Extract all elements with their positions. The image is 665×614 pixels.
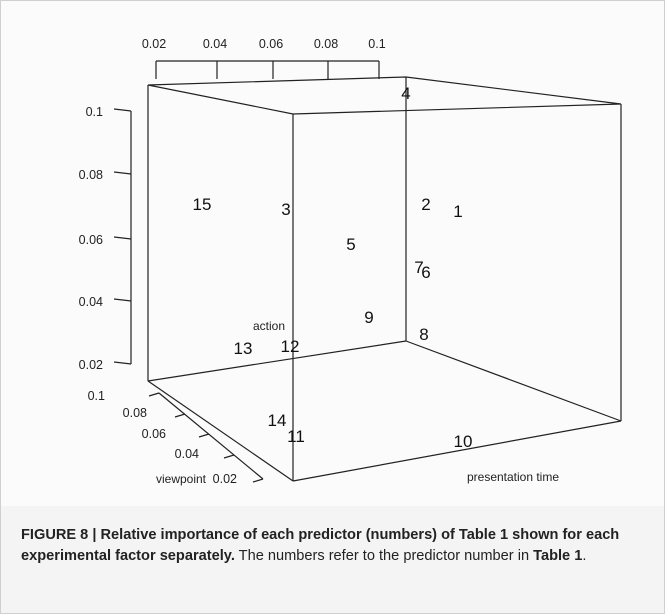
plot-background [1,1,664,506]
point-label: 6 [421,263,430,282]
plot: action viewpoint presentation time 0.02 0… [1,1,664,506]
tick-label: 0.06 [142,427,166,441]
tick-mark [113,361,132,365]
tick-label: 0.1 [86,105,103,119]
point-label: 10 [454,432,473,451]
tick-label: 0.08 [123,406,147,420]
point-label: 2 [421,195,430,214]
point-label: 8 [419,325,428,344]
tick-label: 0.1 [368,37,385,51]
point-label: 14 [268,411,287,430]
point-label: 13 [234,339,253,358]
caption-end: . [582,548,587,564]
caption-label: FIGURE 8 | Relative importance of each p… [21,527,620,564]
tick-mark [113,171,132,175]
point-label: 7 [414,258,423,277]
tick-mark [113,108,132,112]
tick-label: 0.08 [79,168,103,182]
tick-label: 0.06 [79,233,103,247]
tick-mark [223,454,235,459]
tick-label: 0.02 [213,472,237,486]
tick-mark [113,298,132,302]
point-label: 1 [453,202,462,221]
cube-edge [405,340,622,422]
tick-label: 0.02 [142,37,166,51]
point-label: 15 [193,195,212,214]
tick-mark [198,433,210,438]
tick-label: 0.04 [203,37,227,51]
tick-label: 0.02 [79,358,103,372]
cube-edge [147,340,407,382]
point-label: 12 [281,337,300,356]
caption: FIGURE 8 | Relative importance of each p… [21,525,646,567]
tick-mark [252,478,264,483]
tick-label: 0.1 [88,389,105,403]
point-label: 5 [346,235,355,254]
axis-label: viewpoint [156,472,207,486]
tick-label: 0.04 [175,447,199,461]
tick-mark [174,413,186,418]
caption-ref: Table 1 [533,548,583,564]
caption-text: The numbers refer to the predictor numbe… [234,548,534,564]
point-label: 9 [364,308,373,327]
point-label: 3 [281,200,290,219]
tick-label: 0.08 [314,37,338,51]
cube-edge [147,380,294,482]
tick-mark [113,236,132,240]
point-label: 11 [287,427,305,446]
tick-label: 0.04 [79,295,103,309]
viewpoint-axis-line [158,392,264,480]
point-label: 4 [401,84,410,103]
cube-edge [292,420,622,482]
axis-label: presentation time [467,470,559,484]
axis-label: action [253,319,285,333]
tick-label: 0.06 [259,37,283,51]
tick-mark [148,392,160,397]
